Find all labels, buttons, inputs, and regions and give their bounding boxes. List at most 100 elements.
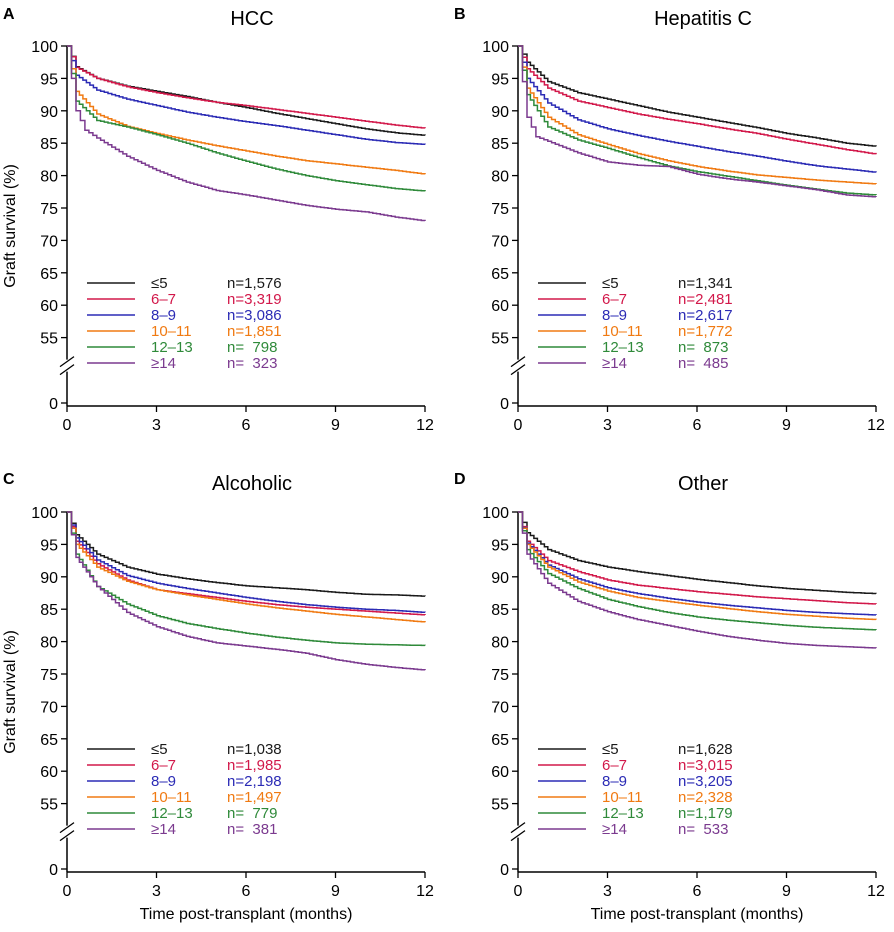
y-tick-label: 90 — [491, 570, 509, 587]
y-tick-label: 90 — [491, 104, 509, 121]
legend-label: 8–9 — [151, 773, 176, 790]
legend-label: 8–9 — [151, 307, 176, 324]
axis-break-mark — [510, 364, 526, 376]
x-tick-label: 12 — [416, 417, 434, 434]
axis-break-mark — [510, 822, 526, 834]
y-tick-label: 80 — [40, 635, 58, 652]
legend-count: n=1,985 — [227, 757, 282, 774]
y-tick-label: 80 — [491, 169, 509, 186]
legend-label: ≤5 — [151, 741, 168, 758]
legend-label: 8–9 — [602, 773, 627, 790]
legend-count: n= 798 — [227, 339, 277, 356]
series-line — [67, 45, 426, 192]
series-line — [518, 511, 877, 649]
y-tick-label: 70 — [491, 233, 509, 250]
panel-title: Hepatitis C — [654, 8, 752, 30]
legend-label: 12–13 — [602, 805, 644, 822]
y-tick-label: 95 — [40, 537, 58, 554]
panel-d: D Other 0 55 60 65 70 75 80 85 90 95 100 0 3 6 9 12 Time p… — [454, 471, 885, 923]
legend-label: 10–11 — [151, 323, 192, 340]
series-line — [518, 511, 877, 621]
y-tick-label: 85 — [491, 602, 509, 619]
axis-break-mark — [510, 356, 526, 368]
legend-count: n=1,576 — [227, 275, 282, 292]
x-tick-label: 12 — [416, 883, 434, 900]
y-tick-label: 100 — [31, 505, 58, 522]
panel-letter: A — [3, 6, 15, 23]
y-tick-label: 100 — [31, 39, 58, 56]
x-tick-label: 0 — [63, 883, 72, 900]
series-line — [518, 45, 877, 198]
y-tick-label: 95 — [491, 71, 509, 88]
x-tick-label: 6 — [693, 883, 702, 900]
series-line — [518, 511, 877, 605]
x-tick-label: 9 — [782, 417, 791, 434]
y-tick-label: 65 — [491, 266, 509, 283]
y-tick-label: 80 — [491, 635, 509, 652]
y-tick-label: 85 — [491, 136, 509, 153]
legend-count: n= 323 — [227, 355, 277, 372]
y-tick-label: 70 — [491, 699, 509, 716]
series-line — [67, 45, 426, 175]
legend-count: n=1,772 — [678, 323, 733, 340]
legend-label: 10–11 — [151, 789, 192, 806]
legend-count: n= 873 — [678, 339, 728, 356]
legend-label: 10–11 — [602, 789, 643, 806]
x-tick-label: 3 — [152, 883, 161, 900]
x-tick-label: 3 — [603, 417, 612, 434]
x-axis-label: Time post-transplant (months) — [140, 906, 353, 923]
panel-a: A HCC 0 55 60 65 70 75 80 85 90 95 100 0 3 6 9 12 Graft su… — [2, 6, 434, 434]
y-tick-label: 0 — [49, 396, 58, 413]
y-tick-label: 65 — [491, 732, 509, 749]
legend-label: ≥14 — [151, 821, 176, 838]
series-line — [518, 45, 877, 155]
series-line — [518, 511, 877, 631]
legend-count: n=3,086 — [227, 307, 282, 324]
series-line — [67, 45, 426, 146]
y-tick-label: 70 — [40, 233, 58, 250]
legend-label: ≤5 — [602, 741, 619, 758]
legend-label: 6–7 — [151, 757, 176, 774]
panel-letter: D — [454, 471, 466, 488]
legend-label: ≥14 — [602, 821, 627, 838]
legend-count: n=1,497 — [227, 789, 282, 806]
x-tick-label: 9 — [331, 883, 340, 900]
y-tick-label: 60 — [40, 764, 58, 781]
series-line — [67, 511, 426, 623]
x-tick-label: 3 — [603, 883, 612, 900]
panel-c: C Alcoholic 0 55 60 65 70 75 80 85 90 95 100 0 3 6 9 12 Gr… — [2, 471, 434, 923]
series-line — [67, 511, 426, 647]
y-tick-label: 85 — [40, 136, 58, 153]
y-tick-label: 90 — [40, 104, 58, 121]
legend-label: ≥14 — [151, 355, 176, 372]
x-tick-label: 12 — [867, 417, 885, 434]
y-tick-label: 85 — [40, 602, 58, 619]
series-line — [518, 511, 877, 595]
axis-break-mark — [59, 364, 75, 376]
legend-count: n=2,481 — [678, 291, 733, 308]
legend-label: ≤5 — [151, 275, 168, 292]
legend-label: 10–11 — [602, 323, 643, 340]
x-tick-label: 0 — [514, 883, 523, 900]
x-tick-label: 0 — [514, 417, 523, 434]
legend-label: ≤5 — [602, 275, 619, 292]
axis-break-mark — [59, 830, 75, 842]
y-axis-label: Graft survival (%) — [2, 164, 19, 288]
legend-count: n=2,328 — [678, 789, 733, 806]
series-line — [67, 45, 426, 129]
series-line — [518, 45, 877, 185]
y-tick-label: 95 — [40, 71, 58, 88]
legend-count: n=2,617 — [678, 307, 733, 324]
panel-letter: C — [3, 471, 15, 488]
y-tick-label: 100 — [482, 39, 509, 56]
axis-break-mark — [59, 822, 75, 834]
y-tick-label: 55 — [491, 331, 509, 348]
legend-label: 12–13 — [151, 339, 193, 356]
x-tick-label: 9 — [782, 883, 791, 900]
legend-count: n=1,179 — [678, 805, 733, 822]
y-tick-label: 60 — [491, 298, 509, 315]
y-tick-label: 80 — [40, 169, 58, 186]
panel-title: Other — [678, 473, 728, 495]
x-tick-label: 6 — [242, 417, 251, 434]
legend-count: n= 485 — [678, 355, 728, 372]
